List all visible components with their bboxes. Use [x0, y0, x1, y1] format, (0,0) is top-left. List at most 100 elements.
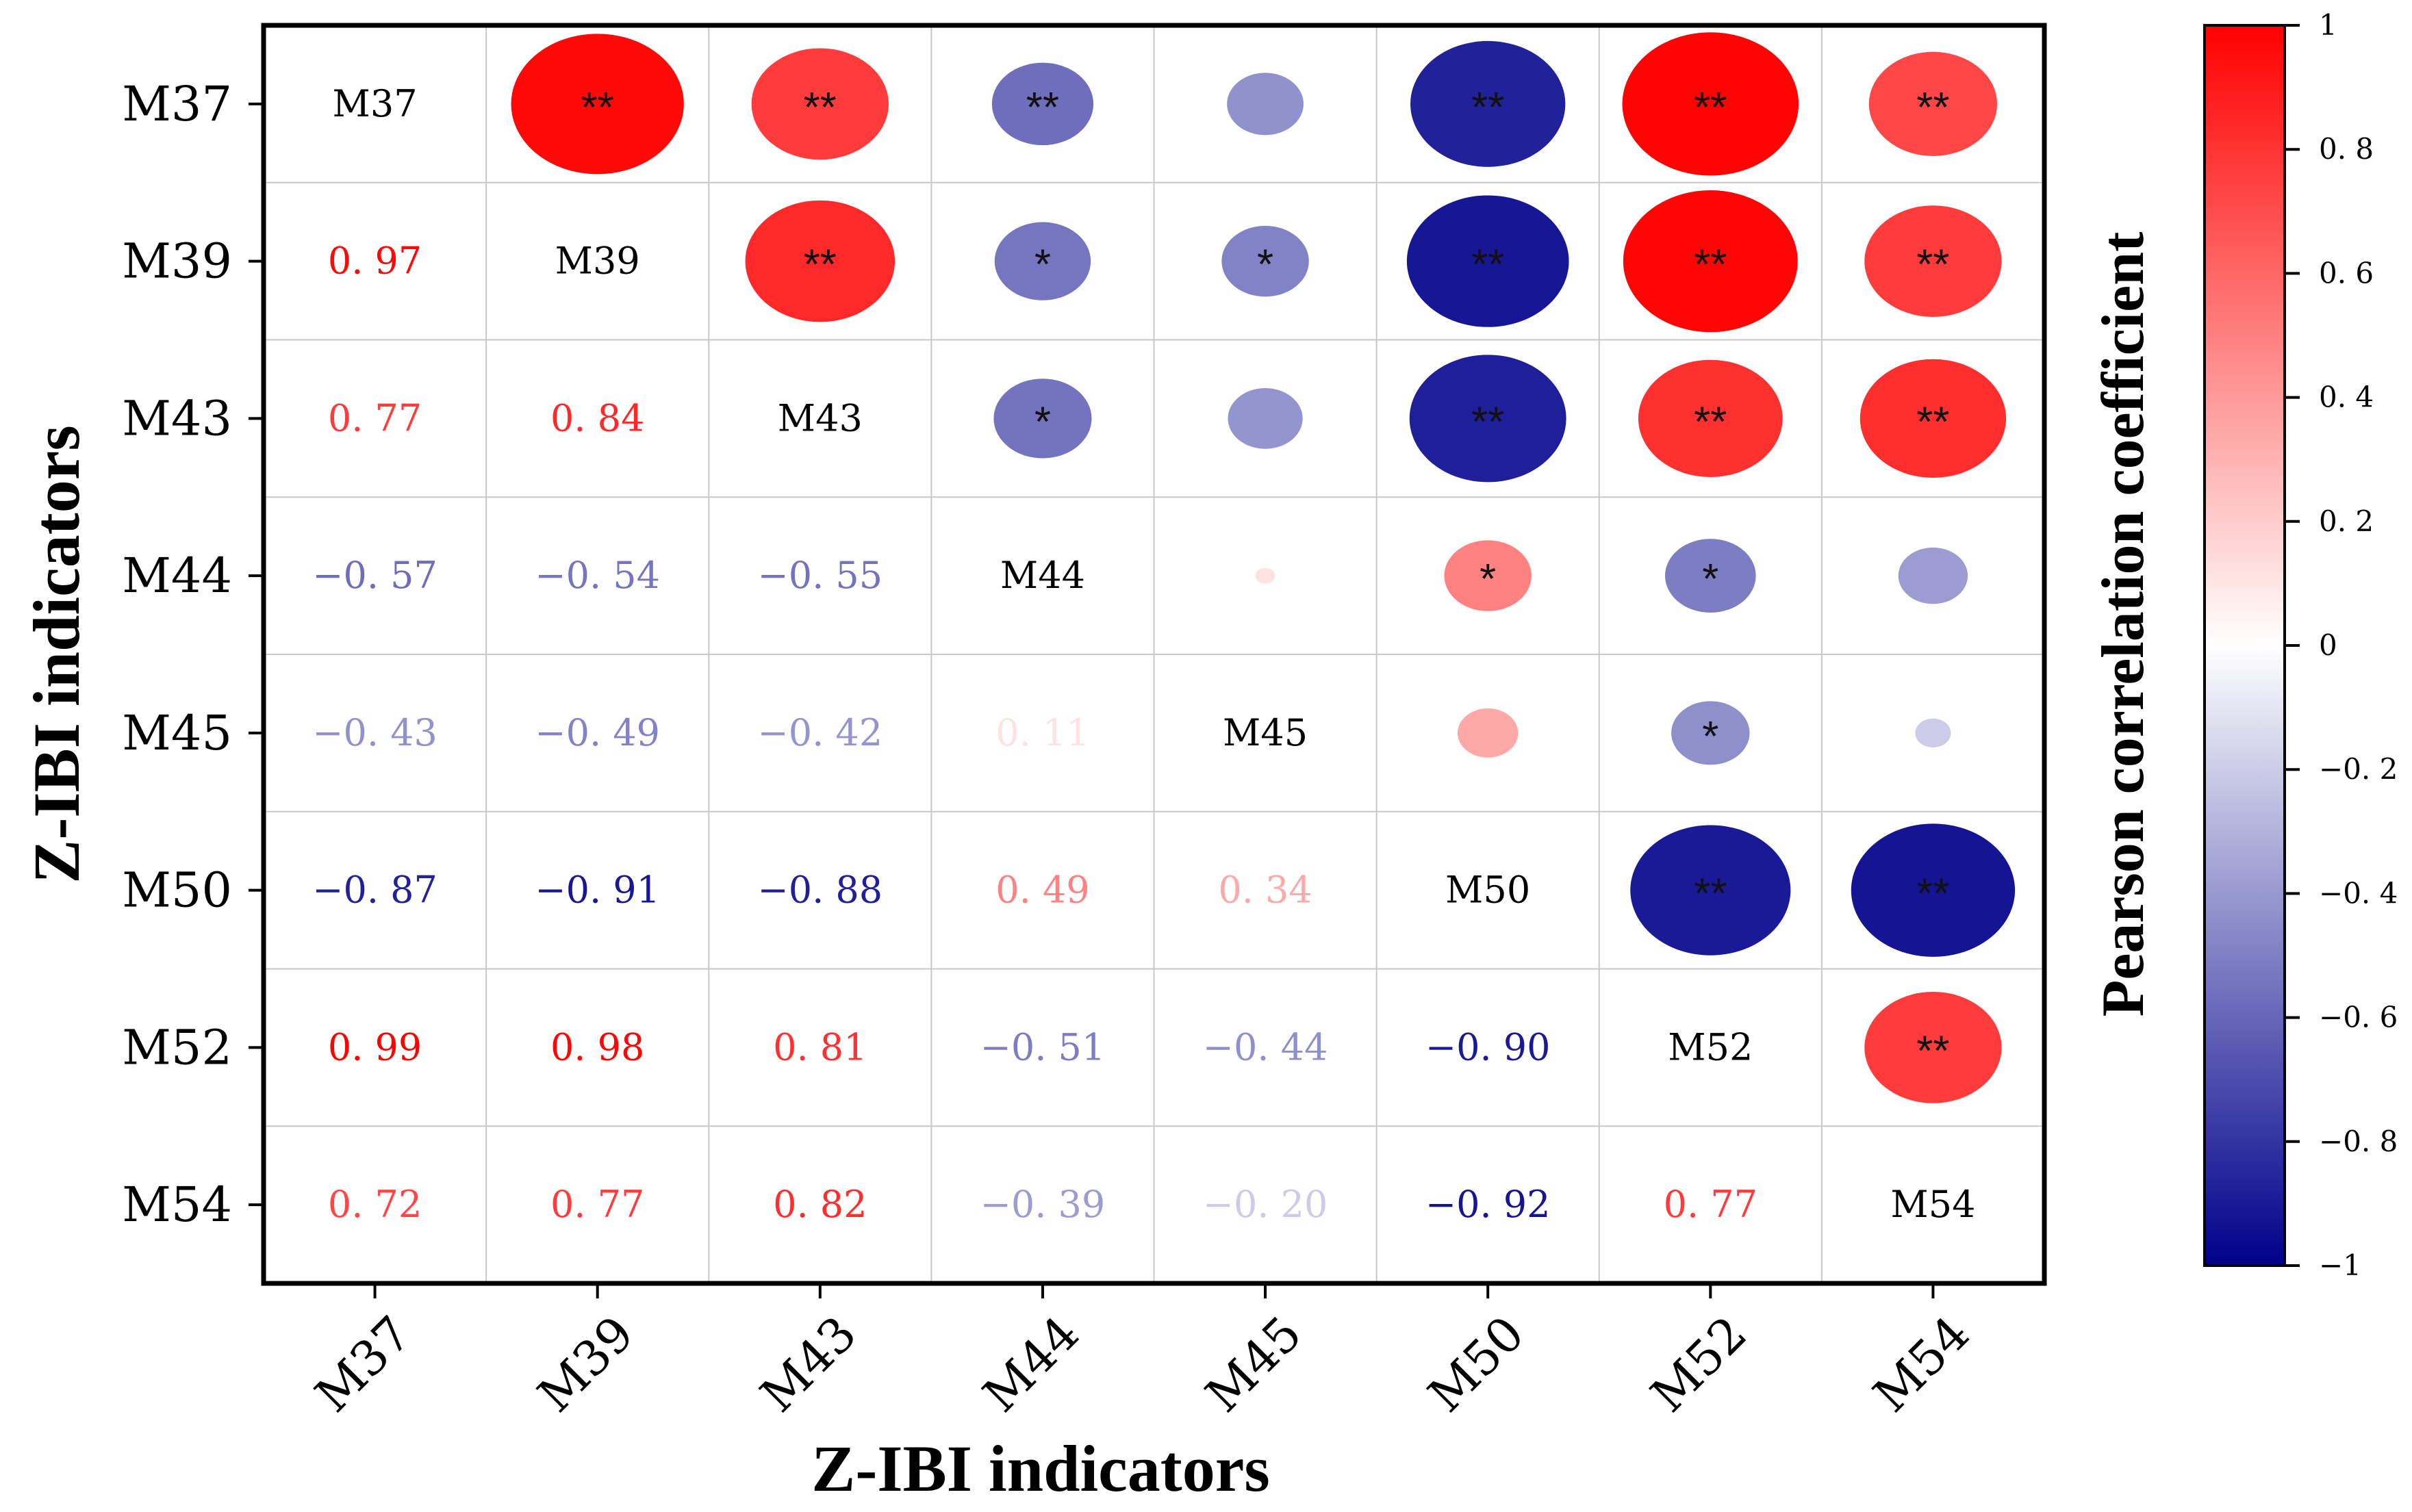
correlation-ellipse — [1864, 205, 2002, 318]
matrix-cells: M37 ** ** ** ** ** **0. 97 M39 ** * * ** ** **0. 77 0.… — [312, 32, 2016, 1226]
correlation-ellipse — [1868, 51, 1998, 156]
correlation-value: −0. 20 — [1203, 1183, 1328, 1226]
significance-marker: ** — [1916, 84, 1949, 131]
correlation-ellipse — [751, 48, 889, 160]
correlation-value: 0. 49 — [995, 869, 1089, 912]
significance-marker: ** — [1694, 84, 1727, 131]
x-tick-label: M54 — [1863, 1305, 1981, 1423]
correlation-ellipse — [1623, 190, 1798, 333]
significance-marker: ** — [1471, 398, 1504, 446]
correlation-value: −0. 92 — [1425, 1183, 1551, 1226]
colorbar-tick-label: 0. 8 — [2319, 132, 2374, 166]
colorbar-tick-label: 0 — [2319, 628, 2337, 662]
diagonal-label: M52 — [1668, 1025, 1753, 1068]
correlation-value: 0. 98 — [550, 1025, 644, 1068]
correlation-value: −0. 54 — [535, 554, 660, 597]
y-tick-label: M44 — [122, 548, 232, 604]
correlation-value: −0. 39 — [980, 1183, 1106, 1226]
correlation-value: 0. 34 — [1218, 869, 1312, 912]
colorbar — [2203, 24, 2286, 1267]
correlation-ellipse — [1851, 823, 2016, 957]
correlation-ellipse — [1859, 359, 2007, 478]
significance-marker: ** — [1471, 84, 1504, 131]
correlation-value: 0. 97 — [328, 240, 422, 283]
diagonal-label: M45 — [1223, 711, 1308, 754]
correlation-value: 0. 77 — [550, 1183, 644, 1226]
correlation-ellipse — [1457, 708, 1519, 758]
correlation-ellipse — [511, 34, 684, 175]
y-tick-label: M54 — [122, 1177, 232, 1233]
correlation-ellipse — [1915, 718, 1951, 748]
significance-marker: ** — [804, 242, 837, 289]
correlation-ellipse — [1228, 387, 1303, 449]
x-tick-labels: M37 M39 M43 M44 M45 M50 M52 M54 — [305, 1283, 1981, 1423]
y-tick-label: M50 — [122, 862, 232, 919]
correlation-value: 0. 84 — [550, 396, 644, 439]
correlation-value: 0. 72 — [328, 1183, 422, 1226]
significance-marker: ** — [1916, 1027, 1949, 1075]
colorbar-tick-label: 0. 2 — [2319, 504, 2374, 538]
correlation-value: −0. 57 — [312, 554, 437, 597]
colorbar-tick-label: 0. 6 — [2319, 256, 2374, 290]
correlation-value: 0. 81 — [773, 1025, 867, 1068]
x-tick-label: M50 — [1417, 1305, 1535, 1423]
significance-marker: ** — [581, 84, 614, 131]
correlation-ellipse — [1864, 991, 2002, 1103]
correlation-ellipse — [1630, 825, 1791, 956]
x-tick-label: M43 — [750, 1305, 867, 1423]
significance-marker: ** — [1694, 871, 1727, 918]
correlation-ellipse — [1409, 355, 1566, 483]
significance-marker: ** — [1916, 242, 1949, 289]
correlation-value: −0. 55 — [757, 554, 883, 597]
correlation-value: −0. 87 — [312, 869, 437, 912]
correlation-value: −0. 51 — [980, 1025, 1106, 1068]
significance-marker: ** — [1694, 242, 1727, 289]
significance-marker: ** — [1026, 84, 1059, 131]
significance-marker: * — [1034, 242, 1051, 289]
diagonal-label: M39 — [555, 240, 640, 283]
correlation-value: 0. 82 — [773, 1183, 867, 1226]
correlation-ellipse — [745, 200, 896, 322]
correlation-ellipse — [1898, 547, 1968, 604]
correlation-ellipse — [1671, 701, 1750, 765]
x-tick-label: M52 — [1640, 1305, 1758, 1423]
correlation-value: −0. 91 — [535, 869, 660, 912]
correlation-value: −0. 44 — [1203, 1025, 1328, 1068]
colorbar-tick-label: 0. 4 — [2319, 381, 2374, 414]
significance-marker: ** — [1471, 242, 1504, 289]
x-tick-label: M45 — [1195, 1305, 1312, 1423]
correlation-ellipse — [1622, 32, 1799, 176]
correlation-value: 0. 77 — [328, 396, 422, 439]
y-tick-label: M37 — [122, 76, 232, 132]
correlation-value: 0. 77 — [1664, 1183, 1757, 1226]
correlation-ellipse — [1444, 540, 1532, 611]
colorbar-title: Pearson correlation coefficient — [2090, 232, 2157, 1017]
colorbar-tick-label: 1 — [2319, 8, 2337, 42]
y-tick-labels: M37 M39 M43 M44 M45 M50 M52 M54 — [122, 76, 264, 1233]
colorbar-tick-label: −0. 8 — [2319, 1125, 2398, 1158]
y-tick-label: M39 — [122, 233, 232, 290]
x-tick-label: M44 — [972, 1305, 1090, 1423]
colorbar-tick-label: −0. 4 — [2319, 876, 2398, 910]
x-tick-label: M37 — [305, 1305, 422, 1423]
correlation-value: 0. 99 — [328, 1025, 422, 1068]
correlation-value: −0. 49 — [535, 711, 660, 754]
grid-lines — [264, 25, 2044, 1283]
diagonal-label: M43 — [778, 396, 863, 439]
correlation-value: 0. 11 — [995, 711, 1089, 754]
y-tick-label: M43 — [122, 390, 232, 446]
correlation-ellipse — [1227, 73, 1304, 136]
plot-frame — [261, 23, 2047, 1286]
significance-marker: * — [1702, 556, 1718, 603]
correlation-value: −0. 42 — [757, 711, 883, 754]
y-axis-title: Z-IBI indicators — [20, 425, 93, 883]
significance-marker: ** — [1694, 398, 1727, 446]
significance-marker: * — [1702, 713, 1718, 760]
diagonal-label: M37 — [333, 82, 418, 125]
correlation-ellipse — [991, 62, 1094, 146]
correlation-ellipse — [1664, 539, 1756, 613]
correlation-ellipse — [1221, 225, 1309, 297]
correlation-ellipse — [1406, 195, 1569, 327]
significance-marker: * — [1257, 242, 1273, 289]
